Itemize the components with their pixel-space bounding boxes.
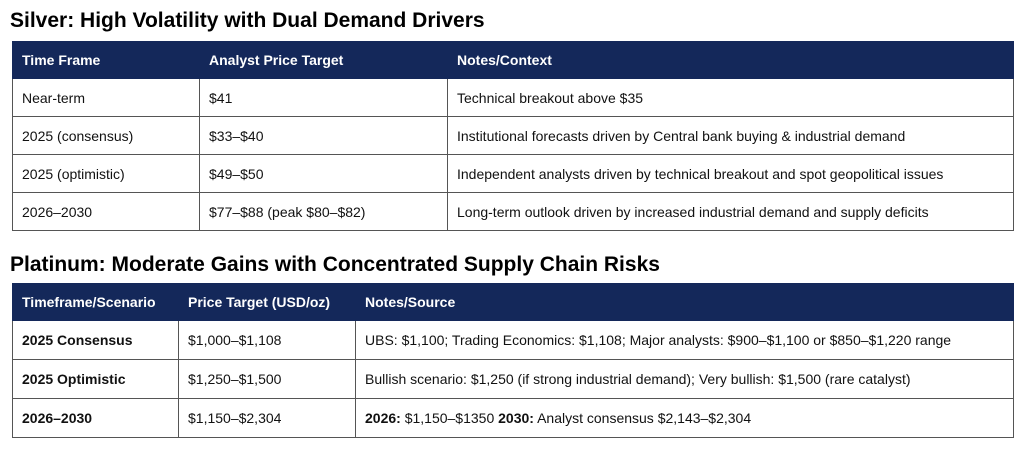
column-header-price-target: Analyst Price Target	[199, 41, 448, 79]
time-frame-cell: Near-term	[12, 78, 200, 117]
notes-cell: UBS: $1,100; Trading Economics: $1,108; …	[355, 320, 1014, 360]
price-target-cell: $49–$50	[199, 154, 448, 193]
table-row: 2026–2030 $77–$88 (peak $80–$82) Long-te…	[12, 192, 1014, 231]
table-row: 2025 (optimistic) $49–$50 Independent an…	[12, 154, 1014, 193]
table-header-row: Time Frame Analyst Price Target Notes/Co…	[12, 41, 1014, 79]
price-target-cell: $1,250–$1,500	[178, 359, 356, 399]
table-row: 2026–2030 $1,150–$2,304 2026: $1,150–$13…	[12, 398, 1014, 438]
column-header-scenario: Timeframe/Scenario	[12, 283, 179, 321]
table-row: 2025 (consensus) $33–$40 Institutional f…	[12, 116, 1014, 155]
time-frame-cell: 2026–2030	[12, 192, 200, 231]
column-header-notes: Notes/Context	[447, 41, 1014, 79]
table-row: 2025 Consensus $1,000–$1,108 UBS: $1,100…	[12, 320, 1014, 360]
table-row: Near-term $41 Technical breakout above $…	[12, 78, 1014, 117]
notes-cell: 2026: $1,150–$1350 2030: Analyst consens…	[355, 398, 1014, 438]
time-frame-cell: 2025 (optimistic)	[12, 154, 200, 193]
platinum-price-table: Timeframe/Scenario Price Target (USD/oz)…	[12, 283, 1014, 438]
silver-price-table: Time Frame Analyst Price Target Notes/Co…	[12, 41, 1014, 231]
table-header-row: Timeframe/Scenario Price Target (USD/oz)…	[12, 283, 1014, 321]
price-target-cell: $33–$40	[199, 116, 448, 155]
column-header-price-target: Price Target (USD/oz)	[178, 283, 356, 321]
notes-cell: Independent analysts driven by technical…	[447, 154, 1014, 193]
notes-text-2026: $1,150–$1350	[400, 410, 499, 426]
price-target-cell: $41	[199, 78, 448, 117]
price-target-cell: $1,150–$2,304	[178, 398, 356, 438]
column-header-notes-source: Notes/Source	[355, 283, 1014, 321]
silver-section-title: Silver: High Volatility with Dual Demand…	[10, 9, 485, 32]
notes-cell: Institutional forecasts driven by Centra…	[447, 116, 1014, 155]
notes-text-2030: Analyst consensus $2,143–$2,304	[533, 410, 752, 426]
scenario-cell: 2025 Optimistic	[12, 359, 179, 399]
table-row: 2025 Optimistic $1,250–$1,500 Bullish sc…	[12, 359, 1014, 399]
scenario-cell: 2025 Consensus	[12, 320, 179, 360]
price-target-cell: $1,000–$1,108	[178, 320, 356, 360]
notes-label-2026: 2026:	[365, 410, 401, 426]
notes-cell: Technical breakout above $35	[447, 78, 1014, 117]
notes-cell: Long-term outlook driven by increased in…	[447, 192, 1014, 231]
time-frame-cell: 2025 (consensus)	[12, 116, 200, 155]
notes-label-2030: 2030:	[498, 410, 534, 426]
column-header-time-frame: Time Frame	[12, 41, 200, 79]
notes-cell: Bullish scenario: $1,250 (if strong indu…	[355, 359, 1014, 399]
scenario-cell: 2026–2030	[12, 398, 179, 438]
platinum-section-title: Platinum: Moderate Gains with Concentrat…	[10, 253, 660, 276]
price-target-cell: $77–$88 (peak $80–$82)	[199, 192, 448, 231]
